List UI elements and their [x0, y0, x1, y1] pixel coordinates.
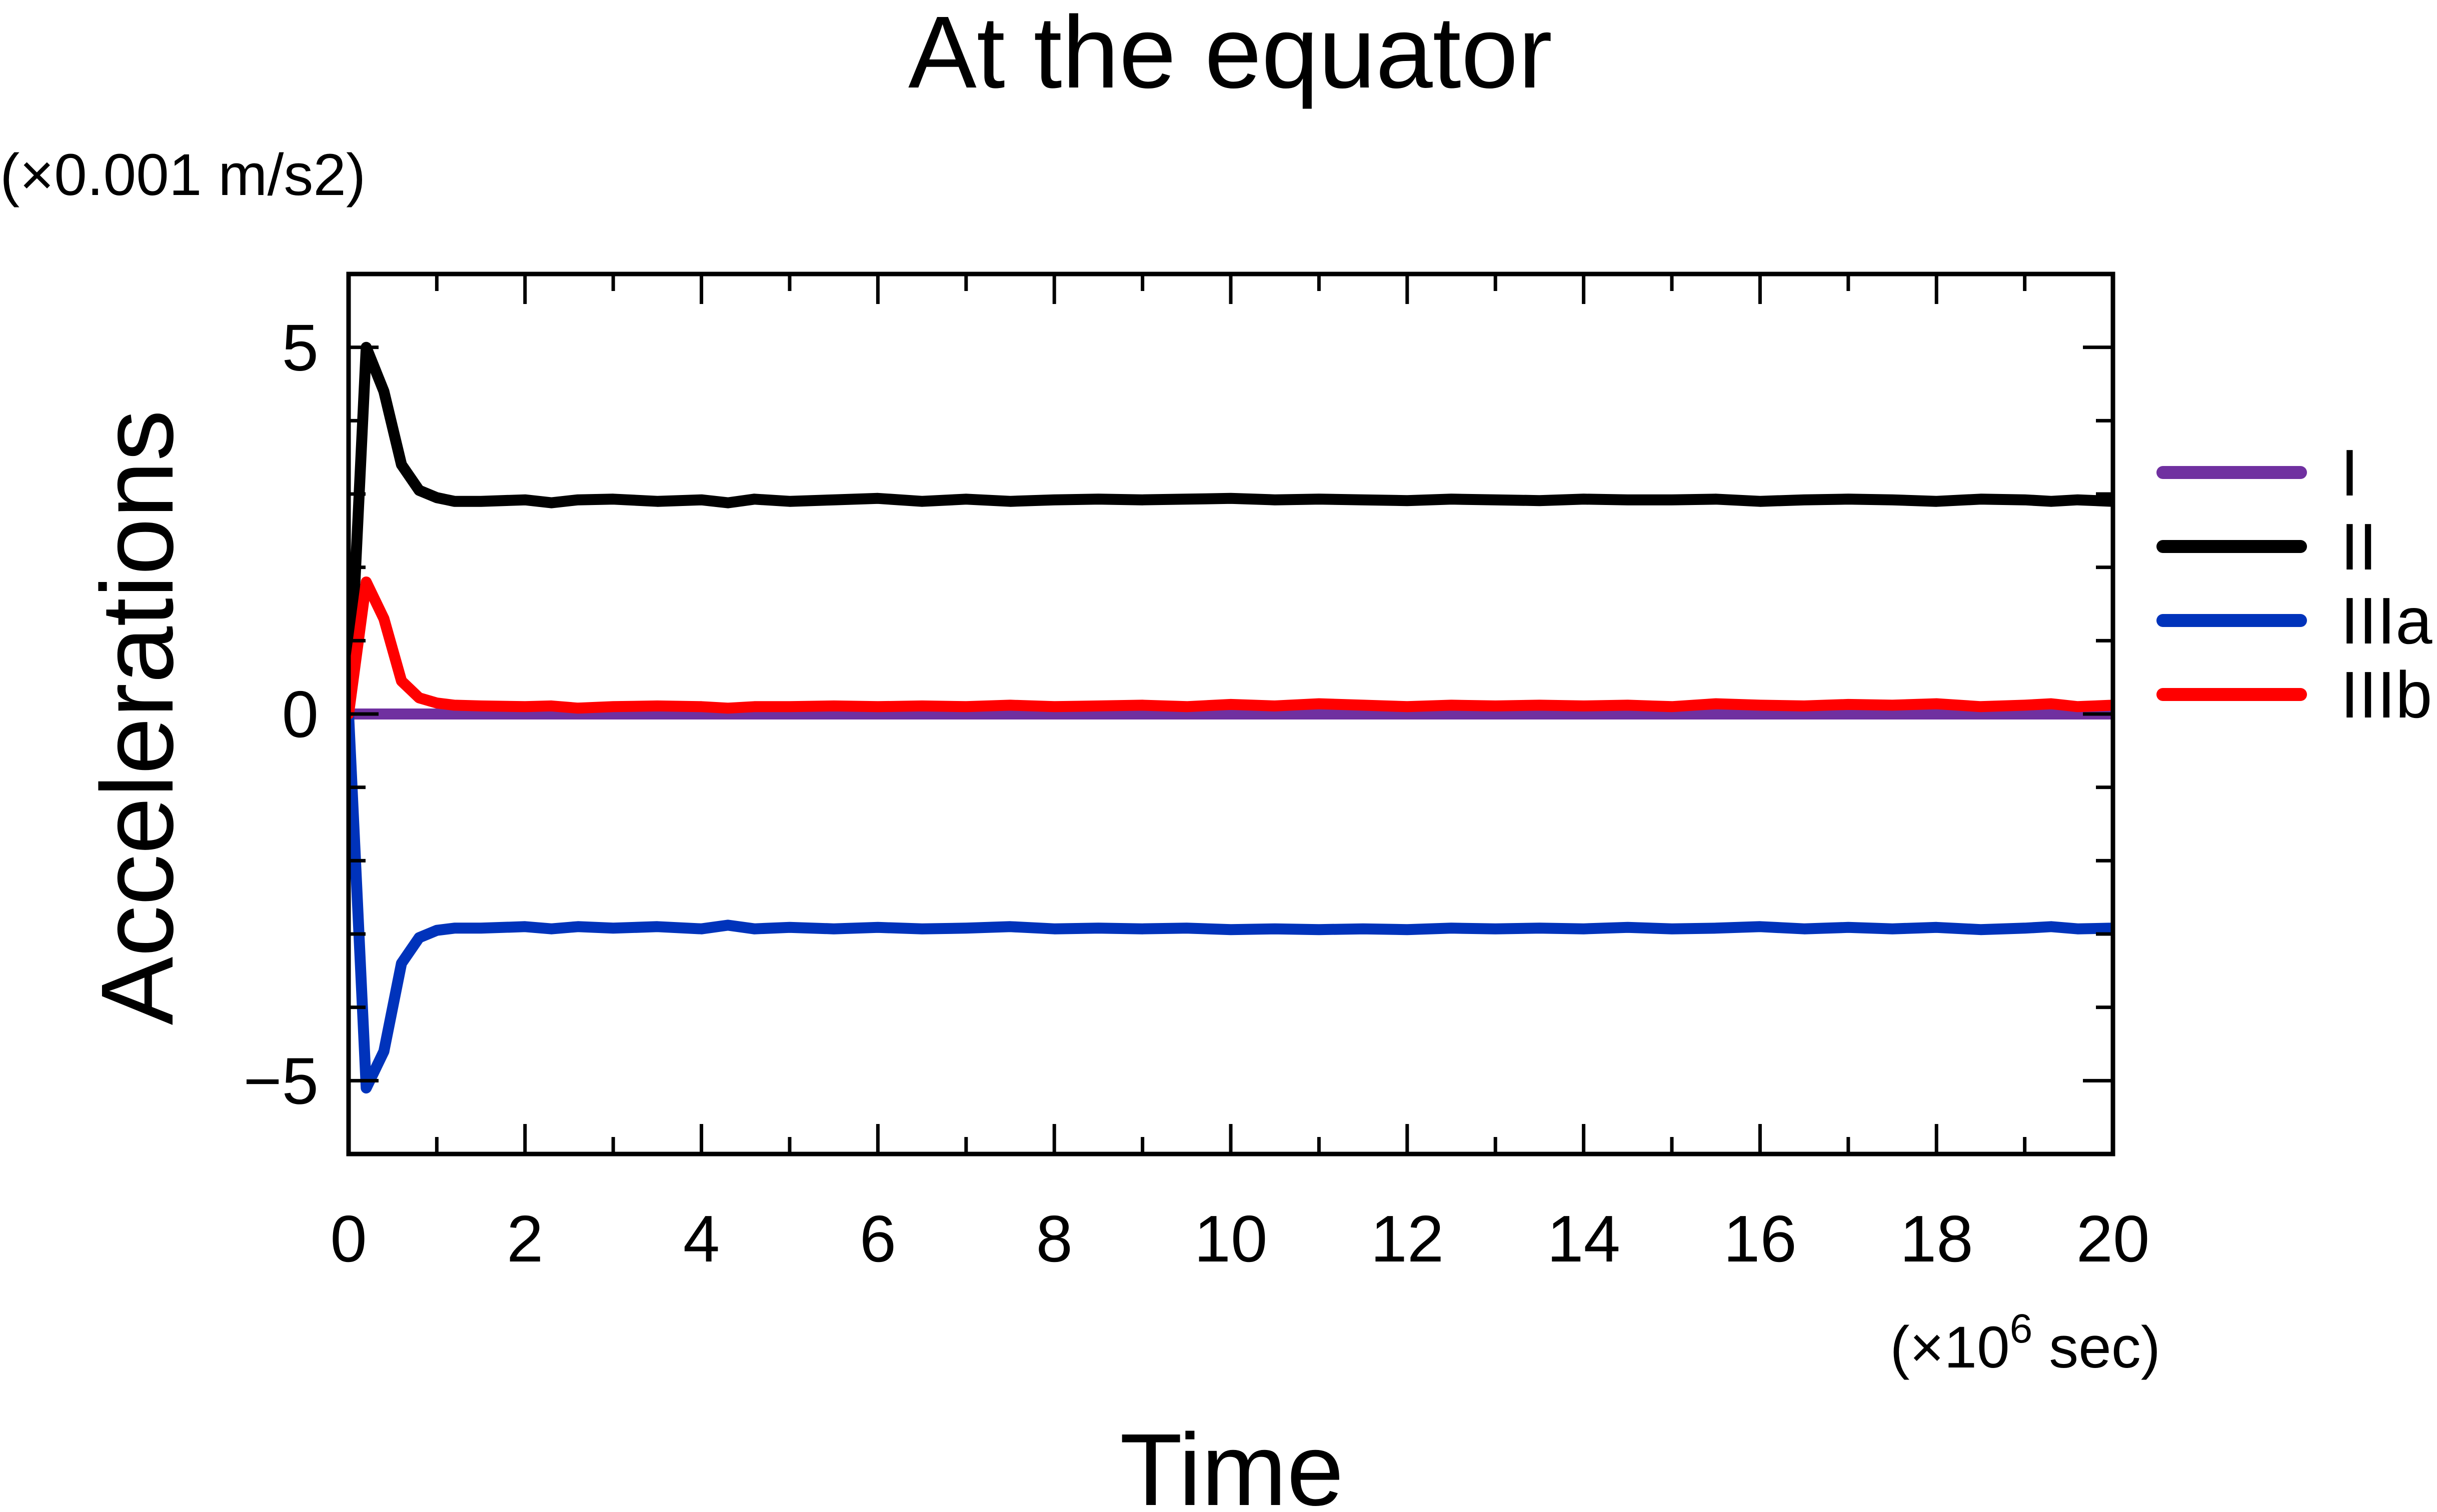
x-unit-suffix: sec) — [2032, 1314, 2160, 1380]
x-tick-label: 10 — [1194, 1202, 1268, 1276]
x-tick-label: 16 — [1723, 1202, 1797, 1276]
x-tick-label: 14 — [1547, 1202, 1620, 1276]
y-tick-label: 5 — [282, 311, 319, 384]
x-tick-label: 6 — [860, 1202, 896, 1276]
x-tick-label: 4 — [683, 1202, 720, 1276]
x-tick-label: 20 — [2076, 1202, 2150, 1276]
legend-label-i: I — [2340, 436, 2359, 510]
x-tick-label: 0 — [330, 1202, 367, 1276]
x-tick-label: 8 — [1036, 1202, 1072, 1276]
series-line-ii — [349, 342, 2113, 720]
x-unit-prefix: (×10 — [1890, 1314, 2009, 1380]
legend-label-ii: II — [2340, 510, 2377, 584]
x-unit-label: (×106 sec) — [1890, 1306, 2160, 1380]
x-tick-label: 12 — [1370, 1202, 1444, 1276]
series-line-iiia — [349, 708, 2113, 1094]
x-unit-exponent: 6 — [2010, 1306, 2033, 1352]
x-tick-label: 2 — [507, 1202, 543, 1276]
y-axis-label: Accelerations — [80, 410, 195, 1026]
x-axis-label: Time — [1120, 1412, 1344, 1512]
y-tick-label: −5 — [244, 1044, 319, 1118]
legend-label-iiia: IIIa — [2340, 584, 2432, 658]
y-unit-label: (×0.001 m/s2) — [0, 142, 366, 208]
series-line-iiib — [349, 576, 2113, 720]
legend-label-iiib: IIIb — [2340, 658, 2432, 732]
plot-frame — [346, 272, 2115, 1156]
chart-title: At the equator — [908, 0, 1552, 110]
x-tick-label: 18 — [1900, 1202, 1973, 1276]
y-tick-label: 0 — [282, 678, 319, 751]
